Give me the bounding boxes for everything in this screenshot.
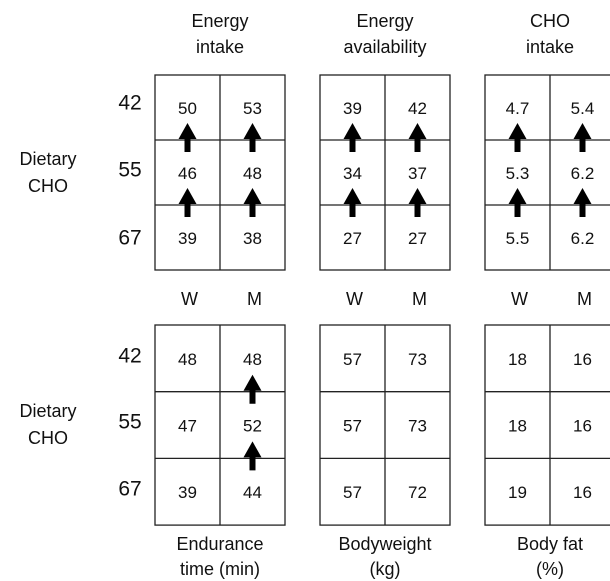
cell-value: 16 bbox=[573, 417, 592, 436]
panel-title: Endurance bbox=[176, 534, 263, 554]
column-label: M bbox=[247, 289, 262, 309]
cell-value: 47 bbox=[178, 417, 197, 436]
arrow bbox=[508, 188, 527, 217]
panel-title: intake bbox=[526, 37, 574, 57]
cell-value: 73 bbox=[408, 350, 427, 369]
row-label: 55 bbox=[118, 411, 141, 434]
cell-value: 57 bbox=[343, 483, 362, 502]
column-label: W bbox=[511, 289, 528, 309]
panel-title: Body fat bbox=[517, 534, 583, 554]
arrow bbox=[243, 374, 262, 404]
column-label: M bbox=[412, 289, 427, 309]
panel-title: (kg) bbox=[370, 559, 401, 579]
row-title: CHO bbox=[28, 428, 68, 448]
cell-value: 39 bbox=[343, 99, 362, 118]
column-label: M bbox=[577, 289, 592, 309]
panel-title: intake bbox=[196, 37, 244, 57]
cell-value: 48 bbox=[243, 164, 262, 183]
cell-value: 38 bbox=[243, 229, 262, 248]
column-label: W bbox=[346, 289, 363, 309]
cell-value: 57 bbox=[343, 350, 362, 369]
arrow bbox=[243, 441, 262, 471]
cell-value: 48 bbox=[243, 350, 262, 369]
cell-value: 46 bbox=[178, 164, 197, 183]
cell-value: 6.2 bbox=[571, 164, 595, 183]
arrow bbox=[573, 123, 592, 152]
arrow bbox=[178, 123, 197, 152]
panel-title: Energy bbox=[191, 11, 248, 31]
cell-value: 42 bbox=[408, 99, 427, 118]
cell-value: 50 bbox=[178, 99, 197, 118]
cell-value: 39 bbox=[178, 229, 197, 248]
row-title: Dietary bbox=[19, 401, 76, 421]
cell-value: 48 bbox=[178, 350, 197, 369]
row-label: 55 bbox=[118, 159, 141, 182]
panel-title: CHO bbox=[530, 11, 570, 31]
row-label: 67 bbox=[118, 227, 141, 250]
arrow bbox=[408, 123, 427, 152]
cell-value: 16 bbox=[573, 350, 592, 369]
row-label: 42 bbox=[118, 92, 141, 115]
cell-value: 19 bbox=[508, 483, 527, 502]
arrow bbox=[243, 188, 262, 217]
cell-value: 72 bbox=[408, 483, 427, 502]
panel-title: time (min) bbox=[180, 559, 260, 579]
arrow bbox=[408, 188, 427, 217]
arrow bbox=[573, 188, 592, 217]
cell-value: 18 bbox=[508, 350, 527, 369]
cell-value: 53 bbox=[243, 99, 262, 118]
cell-value: 34 bbox=[343, 164, 362, 183]
panel-title: availability bbox=[343, 37, 426, 57]
cell-value: 52 bbox=[243, 417, 262, 436]
panel-title: Bodyweight bbox=[338, 534, 431, 554]
row-title: Dietary bbox=[19, 149, 76, 169]
panel-title: (%) bbox=[536, 559, 564, 579]
row-label: 67 bbox=[118, 478, 141, 501]
cell-value: 16 bbox=[573, 483, 592, 502]
cell-value: 4.7 bbox=[506, 99, 530, 118]
cell-value: 5.4 bbox=[571, 99, 595, 118]
cell-value: 6.2 bbox=[571, 229, 595, 248]
panel-title: Energy bbox=[356, 11, 413, 31]
arrow bbox=[343, 188, 362, 217]
cell-value: 73 bbox=[408, 417, 427, 436]
cell-value: 57 bbox=[343, 417, 362, 436]
arrow bbox=[178, 188, 197, 217]
cell-value: 5.5 bbox=[506, 229, 530, 248]
arrow bbox=[243, 123, 262, 152]
cell-value: 44 bbox=[243, 483, 262, 502]
cell-value: 27 bbox=[343, 229, 362, 248]
arrow bbox=[508, 123, 527, 152]
arrow bbox=[343, 123, 362, 152]
row-title: CHO bbox=[28, 176, 68, 196]
row-label: 42 bbox=[118, 345, 141, 368]
column-label: W bbox=[181, 289, 198, 309]
cell-value: 37 bbox=[408, 164, 427, 183]
cell-value: 39 bbox=[178, 483, 197, 502]
cell-value: 5.3 bbox=[506, 164, 530, 183]
cell-value: 18 bbox=[508, 417, 527, 436]
cell-value: 27 bbox=[408, 229, 427, 248]
